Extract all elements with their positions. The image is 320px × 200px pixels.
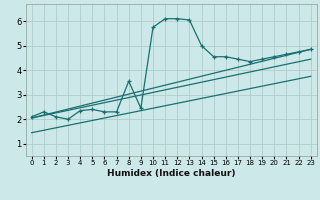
X-axis label: Humidex (Indice chaleur): Humidex (Indice chaleur) xyxy=(107,169,236,178)
